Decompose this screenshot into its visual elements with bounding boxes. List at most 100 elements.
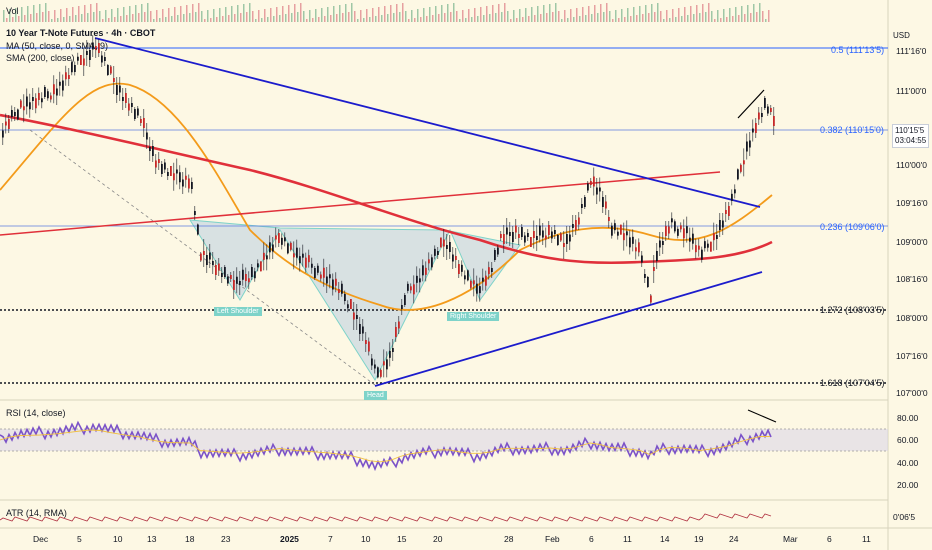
candle-body — [437, 251, 439, 255]
fib-label-1-618[interactable]: 1.618 (107'04'5) — [820, 378, 885, 388]
volume-bar — [375, 16, 377, 22]
volume-bar — [381, 15, 383, 22]
ma50-legend[interactable]: MA (50, close, 0, SMA, 9) — [6, 41, 109, 51]
sma200-legend[interactable]: SMA (200, close) — [6, 53, 75, 63]
volume-bar — [654, 12, 656, 22]
candle-body — [47, 91, 49, 99]
volume-bar — [651, 4, 653, 22]
candle-body — [578, 217, 580, 225]
volume-bar — [591, 14, 593, 22]
volume-bar — [183, 14, 185, 22]
candle-body — [692, 233, 694, 244]
volume-bar — [291, 13, 293, 22]
volume-bar — [267, 17, 269, 22]
volume-bar — [399, 12, 401, 22]
volume-bar — [405, 11, 407, 22]
candle-body — [653, 267, 655, 271]
volume-bar — [387, 14, 389, 22]
volume-bar — [447, 4, 449, 22]
volume-bar — [735, 7, 737, 22]
volume-bar — [318, 17, 320, 22]
volume-bar — [600, 4, 602, 22]
candle-body — [365, 340, 367, 344]
atr-legend[interactable]: ATR (14, RMA) — [6, 508, 67, 518]
volume-bar — [324, 16, 326, 22]
candle-body — [341, 283, 343, 294]
currency-label[interactable]: USD — [893, 31, 910, 40]
volume-bar — [60, 9, 62, 22]
candle-body — [704, 241, 706, 249]
volume-bar — [627, 8, 629, 22]
volume-bar — [138, 13, 140, 22]
candle-body — [320, 274, 322, 279]
candle-body — [563, 243, 565, 247]
candle-body — [707, 243, 709, 248]
rsi-legend[interactable]: RSI (14, close) — [6, 408, 66, 418]
volume-bar — [273, 16, 275, 22]
volume-bar — [96, 3, 98, 22]
rsi-tick: 20.00 — [897, 480, 919, 490]
chart-title[interactable]: 10 Year T-Note Futures · 4h · CBOT — [6, 28, 156, 38]
volume-bar — [264, 9, 266, 22]
candle-body — [89, 50, 91, 60]
volume-bar — [543, 5, 545, 22]
candle-body — [125, 93, 127, 103]
fib-label-1-272[interactable]: 1.272 (108'03'5) — [820, 305, 885, 315]
candle-body — [404, 295, 406, 305]
candle-body — [281, 237, 283, 245]
time-label: 18 — [185, 534, 195, 544]
candle-body — [317, 265, 319, 273]
candle-body — [353, 312, 355, 320]
candle-body — [8, 119, 10, 129]
fib-label-0-5[interactable]: 0.5 (111'13'5) — [831, 45, 885, 55]
candle-body — [188, 178, 190, 189]
volume-bar — [555, 3, 557, 22]
sma200-line — [0, 113, 773, 265]
volume-bar — [489, 14, 491, 22]
candle-body — [476, 283, 478, 294]
candle-body — [299, 256, 301, 264]
candle-body — [596, 187, 598, 195]
volume-bar — [768, 10, 770, 22]
candle-body — [374, 364, 376, 369]
volume-bar — [231, 6, 233, 22]
volume-bar — [120, 16, 122, 22]
volume-bar — [534, 15, 536, 22]
volume-bar — [84, 5, 86, 22]
time-label: 6 — [827, 534, 832, 544]
candle-body — [5, 121, 7, 126]
volume-bar — [198, 3, 200, 22]
candle-body — [119, 85, 121, 93]
candle-body — [428, 259, 430, 264]
candle-body — [665, 226, 667, 236]
candle-body — [74, 65, 76, 72]
volume-bar — [429, 7, 431, 22]
volume-bar — [486, 6, 488, 22]
right-shoulder-label[interactable]: Right Shoulder — [447, 312, 500, 321]
time-label: 28 — [504, 534, 514, 544]
current-price: 110'15'5 — [895, 126, 925, 135]
candle-body — [161, 164, 163, 174]
left-shoulder-label[interactable]: Left Shoulder — [214, 307, 262, 316]
volume-bar — [672, 9, 674, 22]
volume-bar — [438, 14, 440, 22]
price-tick: 108'16'0 — [896, 274, 928, 284]
volume-bar — [111, 9, 113, 22]
volume-bar — [714, 19, 716, 22]
candle-body — [716, 235, 718, 239]
time-label: 23 — [221, 534, 231, 544]
volume-bar — [174, 7, 176, 22]
volume-bar — [216, 17, 218, 22]
candle-body — [452, 254, 454, 262]
volume-bar — [306, 19, 308, 22]
candle-body — [104, 57, 106, 61]
candle-body — [92, 42, 94, 50]
candle-body — [107, 65, 109, 75]
volume-bar — [165, 17, 167, 22]
fib-label-0-236[interactable]: 0.236 (109'06'0) — [820, 222, 885, 232]
head-label[interactable]: Head — [364, 391, 387, 400]
candle-body — [482, 277, 484, 282]
fib-label-0-382[interactable]: 0.382 (110'15'0) — [820, 125, 884, 135]
volume-bar — [519, 9, 521, 22]
